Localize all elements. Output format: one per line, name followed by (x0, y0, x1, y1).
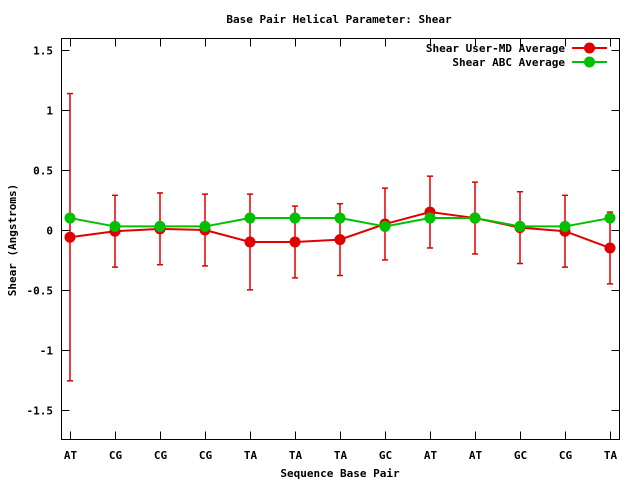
x-tick-label: AT (469, 449, 483, 462)
data-point (559, 220, 571, 232)
data-point (469, 212, 481, 224)
legend-label: Shear ABC Average (452, 56, 565, 69)
x-tick-label: CG (199, 449, 213, 462)
legend-marker (584, 42, 595, 54)
data-point (379, 220, 391, 232)
data-point (289, 236, 301, 248)
data-point (244, 212, 256, 224)
x-tick-label: TA (604, 449, 618, 462)
x-tick-label: CG (154, 449, 168, 462)
y-tick-label: 0 (46, 225, 53, 238)
x-tick-label: CG (559, 449, 573, 462)
data-point (109, 220, 121, 232)
y-tick-label: -1 (40, 345, 54, 358)
x-tick-label: GC (514, 449, 527, 462)
data-point (604, 242, 616, 254)
x-tick-label: AT (424, 449, 438, 462)
legend-label: Shear User-MD Average (426, 42, 565, 55)
series-1 (64, 212, 616, 232)
x-axis: AT CG CG CG TA TA TA GC AT AT GC CG TA (64, 38, 618, 462)
data-point (64, 231, 76, 243)
y-tick-label: 1.5 (33, 45, 53, 58)
data-point (154, 220, 166, 232)
data-point (289, 212, 301, 224)
x-tick-label: TA (244, 449, 258, 462)
data-point (334, 234, 346, 246)
data-point (424, 212, 436, 224)
x-tick-label: TA (334, 449, 348, 462)
data-point (199, 220, 211, 232)
y-tick-label: -1.5 (27, 405, 54, 418)
series-0 (64, 92, 616, 382)
y-axis: -1.5 -1 -0.5 0 0.5 1 1.5 (27, 45, 620, 418)
data-point (514, 220, 526, 232)
chart-title: Base Pair Helical Parameter: Shear (226, 13, 452, 26)
y-tick-label: 0.5 (33, 165, 53, 178)
x-axis-label: Sequence Base Pair (280, 467, 400, 480)
x-tick-label: GC (379, 449, 392, 462)
series-layer (64, 92, 616, 382)
data-point (64, 212, 76, 224)
y-tick-label: -0.5 (27, 285, 54, 298)
data-point (604, 212, 616, 224)
y-axis-label: Shear (Angstroms) (6, 184, 19, 297)
data-point (244, 236, 256, 248)
legend-marker (584, 56, 595, 68)
y-tick-label: 1 (46, 105, 53, 118)
data-point (334, 212, 346, 224)
x-tick-label: CG (109, 449, 123, 462)
x-tick-label: TA (289, 449, 303, 462)
x-tick-label: AT (64, 449, 78, 462)
